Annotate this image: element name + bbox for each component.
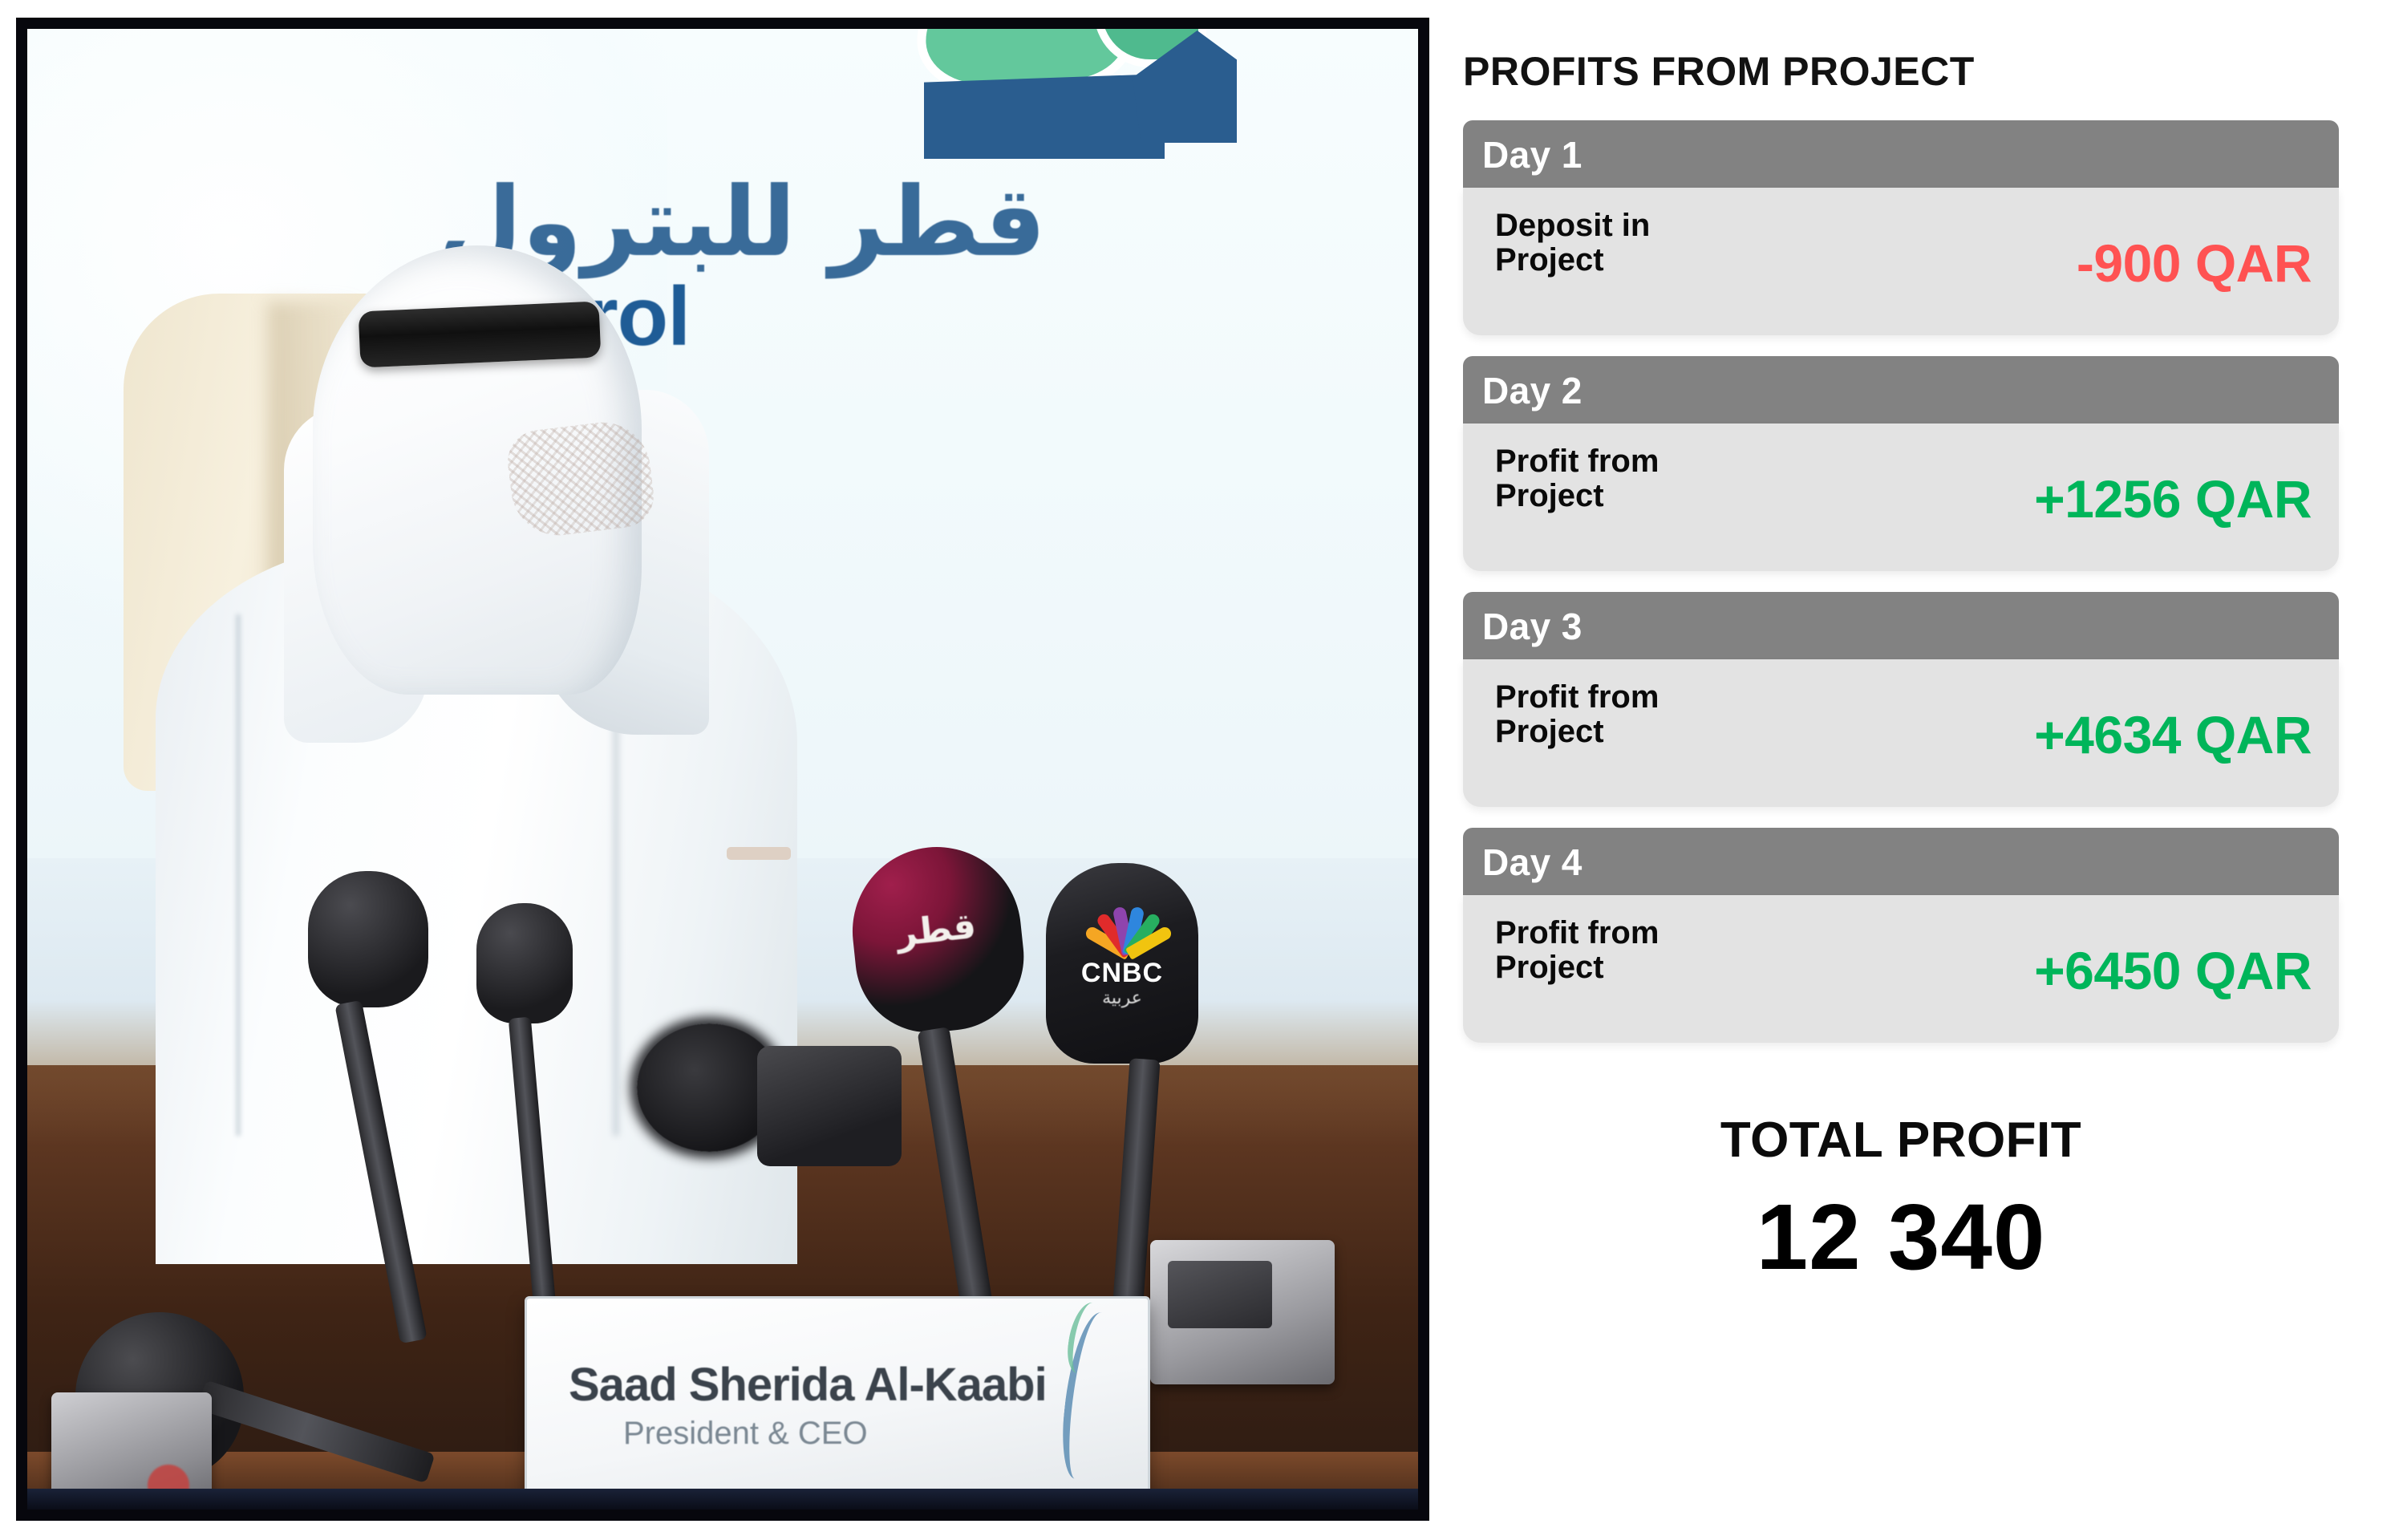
day-row-label-4: Profit from Project bbox=[1495, 915, 1660, 986]
audio-recorder-right bbox=[1150, 1240, 1335, 1384]
thobe-fold-right bbox=[613, 614, 619, 1136]
day-row-label-1: Deposit in Project bbox=[1495, 208, 1651, 278]
total-profit-label: TOTAL PROFIT bbox=[1720, 1112, 2082, 1168]
nameplate-title: President & CEO bbox=[623, 1416, 868, 1451]
total-profit-value: 12 340 bbox=[1756, 1185, 2046, 1289]
profits-panel: PROFITS FROM PROJECT Day 1 Deposit in Pr… bbox=[1463, 48, 2339, 1508]
mic-head bbox=[308, 871, 428, 1007]
qatar-petroleum-logo-icon bbox=[837, 29, 1237, 184]
total-profit-block: TOTAL PROFIT 12 340 bbox=[1463, 1112, 2339, 1291]
mic-body-block bbox=[757, 1046, 902, 1166]
day-row-label-2: Profit from Project bbox=[1495, 444, 1660, 514]
nameplate: Saad Sherida Al-Kaabi President & CEO bbox=[525, 1296, 1150, 1506]
day-body-2: Profit from Project +1256 QAR bbox=[1463, 424, 2339, 571]
day-row-label-3: Profit from Project bbox=[1495, 679, 1660, 750]
logo-blue-shape bbox=[924, 74, 1165, 159]
day-amount-3: +4634 QAR bbox=[2034, 705, 2312, 764]
day-card-3: Day 3 Profit from Project +4634 QAR bbox=[1463, 592, 2339, 807]
day-body-1: Deposit in Project -900 QAR bbox=[1463, 188, 2339, 335]
day-amount-4: +6450 QAR bbox=[2034, 941, 2312, 1000]
day-card-4: Day 4 Profit from Project +6450 QAR bbox=[1463, 828, 2339, 1043]
day-card-1: Day 1 Deposit in Project -900 QAR bbox=[1463, 120, 2339, 335]
nbc-peacock-icon bbox=[1078, 897, 1173, 960]
day-amount-2: +1256 QAR bbox=[2034, 469, 2312, 529]
mic-cnbc-label: CNBC bbox=[1080, 958, 1164, 988]
teeth bbox=[727, 847, 791, 860]
mic-head bbox=[476, 903, 573, 1023]
photo-content: قطر للبترول r Petrol bbox=[27, 29, 1418, 1510]
ghutra-texture bbox=[504, 416, 658, 541]
nameplate-name: Saad Sherida Al-Kaabi bbox=[569, 1359, 1048, 1411]
thobe-fold-left bbox=[236, 614, 241, 1136]
day-header-3: Day 3 bbox=[1463, 592, 2339, 659]
mic-head bbox=[1046, 863, 1198, 1064]
agal-headband bbox=[358, 301, 602, 368]
day-header-1: Day 1 bbox=[1463, 120, 2339, 188]
mic-cnbc-sublabel: عربية bbox=[1102, 988, 1142, 1008]
day-body-3: Profit from Project +4634 QAR bbox=[1463, 659, 2339, 807]
press-conference-photo: قطر للبترول r Petrol bbox=[16, 18, 1429, 1521]
day-amount-1: -900 QAR bbox=[2076, 233, 2312, 293]
day-header-4: Day 4 bbox=[1463, 828, 2339, 895]
day-header-2: Day 2 bbox=[1463, 356, 2339, 424]
day-body-4: Profit from Project +6450 QAR bbox=[1463, 895, 2339, 1043]
panel-title: PROFITS FROM PROJECT bbox=[1463, 49, 1975, 94]
table-reflection-strip bbox=[27, 1489, 1418, 1510]
day-card-2: Day 2 Profit from Project +1256 QAR bbox=[1463, 356, 2339, 571]
